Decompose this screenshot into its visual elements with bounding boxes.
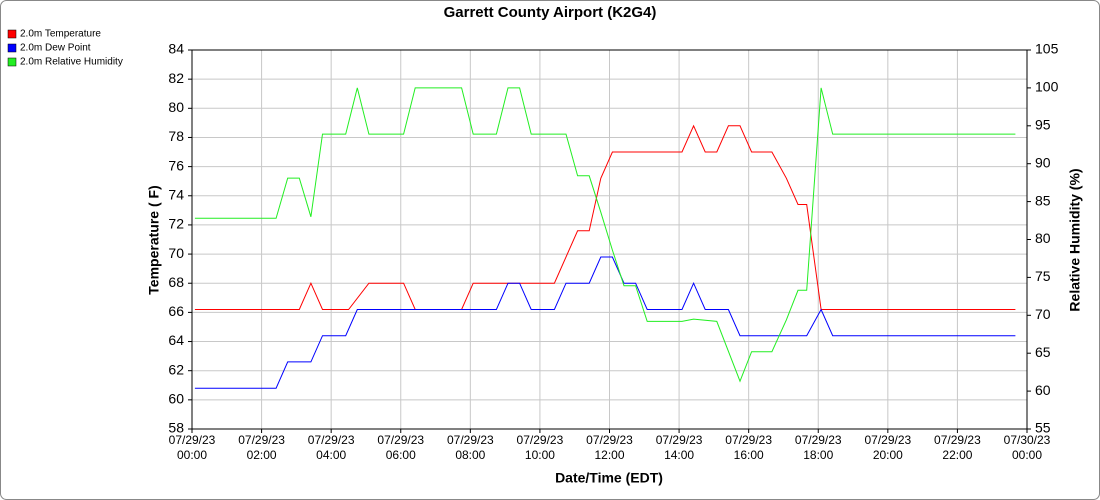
x-tick-label: 07/29/23	[308, 433, 355, 447]
y2-tick-label: 90	[1035, 154, 1051, 170]
y-tick-label: 76	[168, 157, 184, 173]
x-tick-label: 08:00	[455, 448, 485, 462]
y-tick-label: 78	[168, 128, 184, 144]
chart-title: Garrett County Airport (K2G4)	[444, 4, 657, 21]
y2-axis-title: Relative Humidity (%)	[1067, 168, 1083, 311]
x-tick-label: 07/29/23	[447, 433, 494, 447]
x-tick-label: 02:00	[247, 448, 277, 462]
x-tick-label: 07/29/23	[934, 433, 981, 447]
y2-tick-label: 80	[1035, 230, 1051, 246]
x-tick-label: 10:00	[525, 448, 555, 462]
x-tick-label: 12:00	[594, 448, 624, 462]
y-tick-label: 70	[168, 245, 184, 261]
y-axis-title: Temperature ( F)	[146, 185, 162, 294]
x-tick-label: 00:00	[1012, 448, 1042, 462]
x-tick-label: 07/29/23	[586, 433, 633, 447]
y2-tick-label: 105	[1035, 41, 1059, 57]
x-tick-label: 18:00	[803, 448, 833, 462]
legend-swatch	[7, 43, 17, 53]
legend-label: 2.0m Relative Humidity	[20, 57, 123, 68]
x-axis-title: Date/Time (EDT)	[555, 470, 663, 486]
x-tick-label: 07/29/23	[725, 433, 772, 447]
y2-tick-label: 95	[1035, 117, 1051, 133]
y-tick-label: 74	[168, 186, 184, 202]
series-line	[194, 87, 1016, 383]
x-tick-label: 07/29/23	[169, 433, 216, 447]
series-line	[194, 256, 1016, 389]
x-tick-label: 14:00	[664, 448, 694, 462]
x-tick-label: 00:00	[177, 448, 207, 462]
y-tick-label: 84	[168, 41, 184, 57]
x-tick-label: 07/29/23	[795, 433, 842, 447]
x-tick-label: 07/29/23	[864, 433, 911, 447]
y-tick-label: 68	[168, 274, 184, 290]
x-tick-label: 04:00	[316, 448, 346, 462]
x-tick-label: 22:00	[942, 448, 972, 462]
y-tick-label: 66	[168, 303, 184, 319]
y-tick-label: 62	[168, 361, 184, 377]
y-tick-label: 64	[168, 332, 184, 348]
y-tick-label: 58	[168, 420, 184, 436]
y-tick-label: 80	[168, 99, 184, 115]
x-tick-label: 06:00	[386, 448, 416, 462]
legend-swatch	[7, 57, 17, 67]
legend-label: 2.0m Temperature	[20, 29, 101, 40]
y2-tick-label: 75	[1035, 268, 1051, 284]
x-tick-label: 07/29/23	[238, 433, 285, 447]
x-tick-label: 07/29/23	[377, 433, 424, 447]
y-tick-label: 82	[168, 70, 184, 86]
plot-frame	[191, 49, 1028, 430]
x-tick-label: 20:00	[873, 448, 903, 462]
y2-tick-label: 85	[1035, 192, 1051, 208]
y-tick-label: 72	[168, 216, 184, 232]
y2-tick-label: 100	[1035, 79, 1059, 95]
y2-tick-label: 65	[1035, 344, 1051, 360]
y2-tick-label: 60	[1035, 382, 1051, 398]
x-tick-label: 07/29/23	[656, 433, 703, 447]
y2-tick-label: 55	[1035, 420, 1051, 436]
legend-label: 2.0m Dew Point	[20, 43, 91, 54]
x-tick-label: 16:00	[734, 448, 764, 462]
legend-swatch	[7, 29, 17, 39]
y2-tick-label: 70	[1035, 306, 1051, 322]
series-line	[194, 124, 1016, 310]
x-tick-label: 07/30/23	[1004, 433, 1051, 447]
y-tick-label: 60	[168, 391, 184, 407]
x-tick-label: 07/29/23	[517, 433, 564, 447]
